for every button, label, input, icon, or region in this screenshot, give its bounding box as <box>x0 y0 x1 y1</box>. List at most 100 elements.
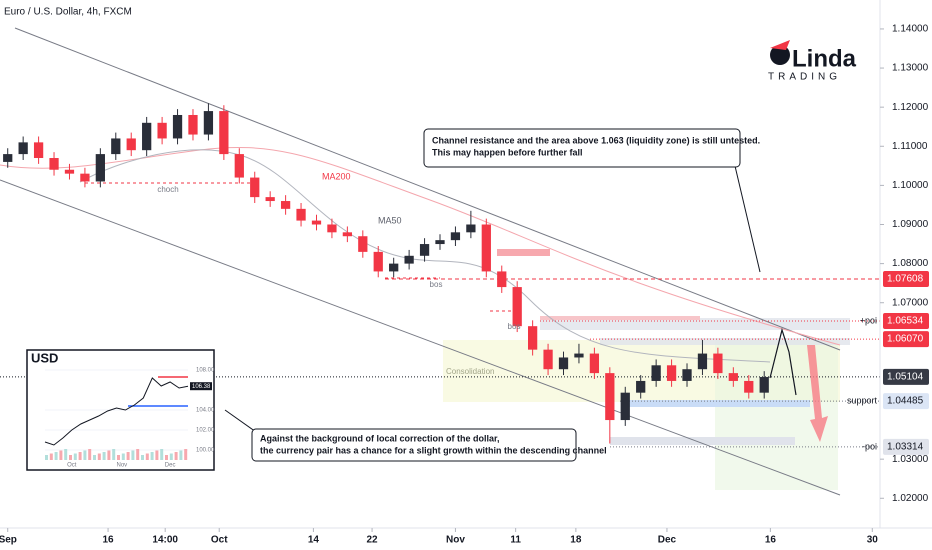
y-tick-label: 1.10000 <box>892 180 929 191</box>
candle-body <box>296 208 306 221</box>
inset-volume <box>169 453 173 460</box>
candle-body <box>744 380 754 393</box>
candle-body <box>33 142 44 159</box>
choch-label: choch <box>157 185 178 194</box>
inset-volume <box>174 452 178 460</box>
candle-body <box>250 177 260 198</box>
price-tag <box>883 270 929 287</box>
consolidation-label: Consolidation <box>446 367 494 376</box>
inset-volume <box>165 455 168 460</box>
y-tick-label: 1.07000 <box>892 297 929 308</box>
candle-body <box>728 373 738 381</box>
inset-volume <box>73 453 77 460</box>
logo-name: Linda <box>792 45 857 72</box>
logo-hat <box>770 40 790 50</box>
level-tag: -poi <box>862 441 877 451</box>
inset-title: USD <box>31 350 58 365</box>
inset-volume <box>179 450 183 460</box>
callout-text: the currency pair has a chance for a sli… <box>260 445 607 455</box>
inset-volume <box>131 450 135 460</box>
x-tick-label: 11 <box>510 535 521 546</box>
candle-body <box>574 353 584 358</box>
x-tick-label: Sep <box>0 535 17 546</box>
inset-y-label: 108.00 <box>196 368 215 374</box>
candle-body <box>342 232 352 237</box>
inset-volume <box>88 449 92 460</box>
candle-body <box>589 353 600 374</box>
candle-body <box>682 369 692 381</box>
inset-y-label: 100.00 <box>196 448 215 454</box>
candle-body <box>64 169 75 174</box>
inset-volume <box>150 452 154 460</box>
inset-volume <box>97 453 101 460</box>
candle-body <box>697 353 708 370</box>
x-tick-label: Oct <box>211 535 228 546</box>
candle-body <box>80 173 90 182</box>
ma200-line <box>0 146 841 346</box>
callout-text: This may happen before further fall <box>432 147 583 157</box>
x-tick-label: Nov <box>446 535 465 546</box>
level-tag: +poi <box>860 315 877 325</box>
poi-zone-top <box>540 316 700 320</box>
inset-volume <box>93 455 96 460</box>
candle-body <box>713 353 723 374</box>
y-tick-label: 1.03000 <box>892 454 929 465</box>
inset-volume <box>141 455 144 460</box>
candle-body <box>558 357 569 370</box>
candle-body <box>512 287 522 327</box>
price-tag-label: 1.04485 <box>887 396 924 407</box>
candle-body <box>466 224 476 233</box>
logo-sub: TRADING <box>768 72 841 83</box>
inset-volume <box>145 453 149 460</box>
inset-price-tag <box>190 382 212 391</box>
candle-body <box>620 392 630 421</box>
y-tick-label: 1.13000 <box>892 63 929 74</box>
inset-y-label: 102.00 <box>196 428 215 434</box>
bos-label: bos <box>430 280 443 289</box>
inset-x-label: Nov <box>117 463 128 469</box>
y-tick-label: 1.11000 <box>892 141 928 152</box>
inset-price-label: 106.38 <box>192 384 211 390</box>
candle-body <box>327 224 337 233</box>
candle-body <box>636 380 646 393</box>
price-tag-label: 1.03314 <box>887 442 924 453</box>
y-tick-label: 1.02000 <box>892 493 929 504</box>
candle-body <box>358 236 368 252</box>
ma50-line <box>79 149 771 363</box>
inset-volume <box>45 455 48 460</box>
y-tick-label: 1.12000 <box>892 102 929 113</box>
inset-volume <box>160 449 164 460</box>
inset-x-label: Oct <box>67 463 77 469</box>
inset-line <box>44 377 189 446</box>
y-tick-label: 1.08000 <box>892 258 929 269</box>
x-tick-label: 14:00 <box>152 535 178 546</box>
candle-body <box>404 255 414 264</box>
channel-upper <box>14 27 841 351</box>
candle-body <box>389 263 399 272</box>
x-tick-label: 18 <box>570 535 582 546</box>
price-tag-label: 1.06534 <box>887 316 924 327</box>
inset-volume <box>121 453 125 460</box>
candle-body <box>203 111 214 135</box>
candle-body <box>157 122 167 139</box>
callout-pointer <box>734 165 761 273</box>
inset-volume <box>49 453 53 460</box>
candle-body <box>497 271 507 288</box>
candle-body <box>651 365 661 381</box>
inset-volume <box>155 450 159 460</box>
candle-body <box>311 220 322 225</box>
inset-volume <box>78 452 82 460</box>
x-tick-label: 22 <box>367 535 379 546</box>
candle-body <box>49 158 59 170</box>
inset-volume <box>117 455 120 460</box>
candle-body <box>95 154 105 182</box>
down-arrow <box>807 345 828 442</box>
candle-body <box>419 244 430 256</box>
lower-poi-zone <box>610 437 795 445</box>
candle-body <box>759 377 769 393</box>
candle-body <box>280 201 291 209</box>
candle-body <box>265 197 275 202</box>
candle-body <box>219 111 229 155</box>
inset-volume <box>112 449 116 460</box>
